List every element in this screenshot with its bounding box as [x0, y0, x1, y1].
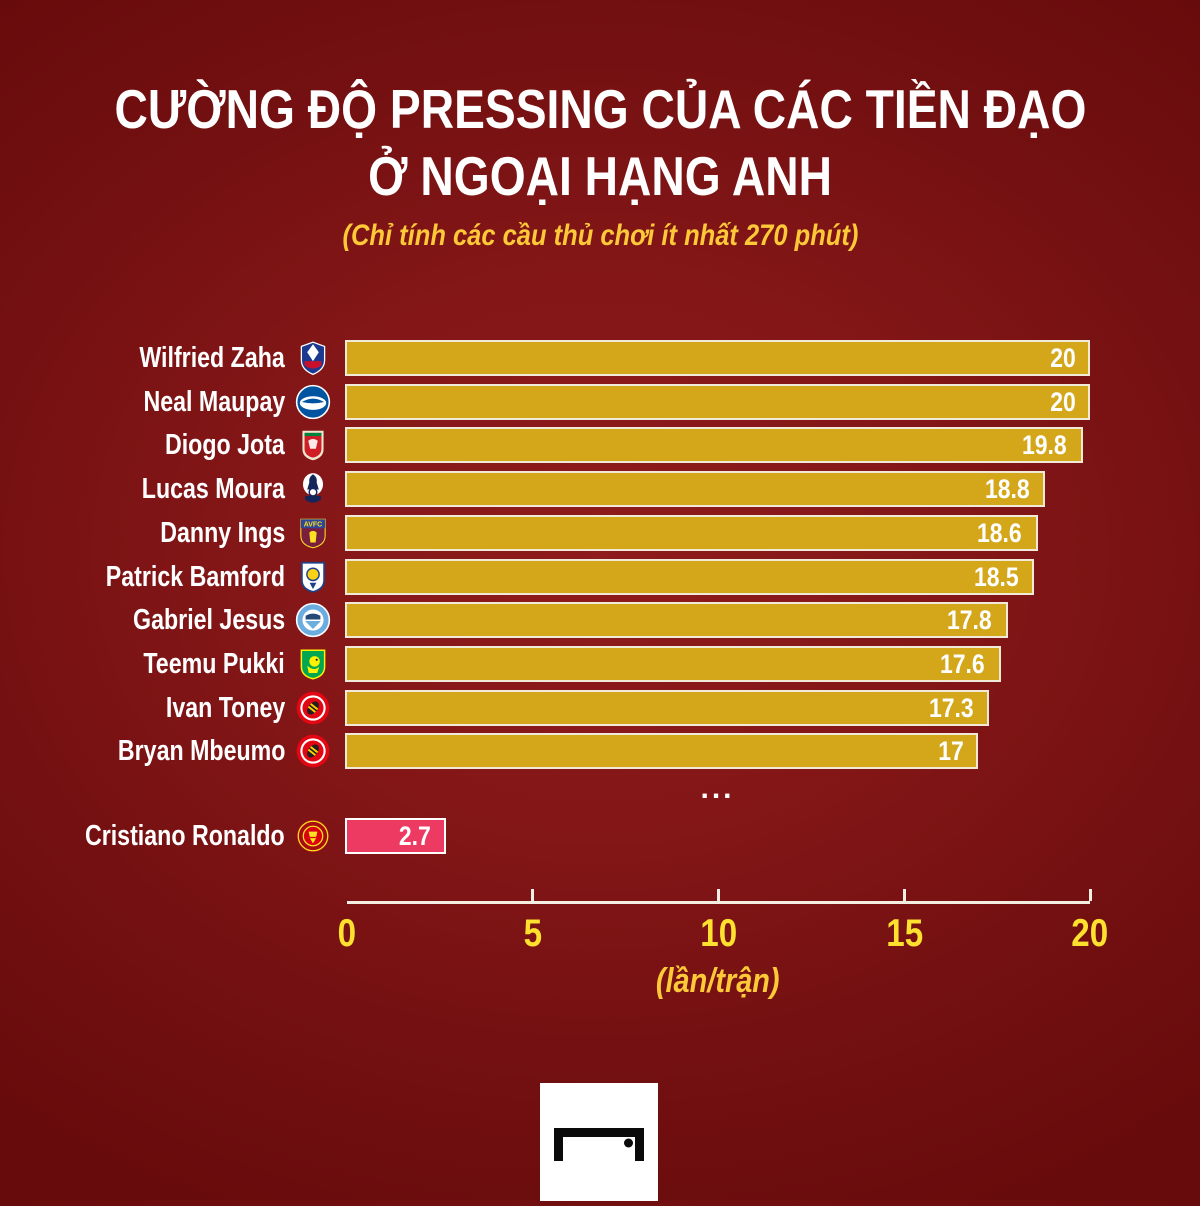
norwich-city-badge-icon — [294, 645, 332, 683]
bar-value: 18.8 — [984, 474, 1030, 505]
brentford-badge-icon — [294, 689, 332, 727]
pressing-bar: 18.6 — [345, 514, 1038, 551]
bar-value: 19.8 — [1021, 430, 1067, 461]
pressing-bar: 20 — [345, 383, 1090, 420]
player-row: Wilfried Zaha 20 — [0, 340, 1200, 378]
player-row: Cristiano Ronaldo 2.7 — [0, 818, 1200, 856]
player-name: Ivan Toney — [165, 691, 285, 724]
bar-value: 20 — [1050, 343, 1076, 373]
x-axis-tick-label: 20 — [1071, 912, 1109, 955]
player-row: Patrick Bamford 18.5 — [0, 558, 1200, 597]
pressing-bar: 20 — [345, 340, 1090, 376]
bar-value: 17.6 — [939, 648, 985, 679]
brentford-badge-icon — [294, 732, 332, 770]
player-name: Neal Maupay — [143, 385, 285, 418]
aston-villa-badge-icon: AVFC — [294, 514, 332, 552]
goal-logo-icon — [540, 1083, 658, 1201]
page-title: CƯỜNG ĐỘ PRESSING CỦA CÁC TIỀN ĐẠO Ở NGO… — [0, 76, 1200, 210]
player-row: Bryan Mbeumo 17 — [0, 733, 1200, 771]
x-axis-label: (lần/trận) — [655, 962, 780, 1000]
bar-value: 18.6 — [977, 517, 1022, 548]
brighton-badge-icon — [294, 383, 332, 421]
bar-value: 18.5 — [973, 561, 1019, 592]
pressing-bar: 18.8 — [345, 471, 1046, 508]
player-row: Gabriel Jesus 17.8 — [0, 602, 1200, 640]
player-name: Teemu Pukki — [143, 647, 285, 680]
title-line-1: CƯỜNG ĐỘ PRESSING CỦA CÁC TIỀN ĐẠO — [114, 78, 1086, 140]
x-axis-tick-label: 5 — [523, 912, 543, 955]
x-axis-tick — [531, 889, 535, 901]
pressing-bar: 17.8 — [345, 602, 1008, 639]
manchester-united-badge-icon — [294, 817, 332, 855]
svg-text:AVFC: AVFC — [304, 521, 322, 528]
x-axis-tick-label: 0 — [337, 912, 357, 955]
player-row: Diogo Jota 19.8 — [0, 427, 1200, 465]
player-row: Lucas Moura 18.8 — [0, 471, 1200, 509]
highlight-bar: 2.7 — [345, 818, 446, 854]
bar-value: 17.3 — [928, 692, 974, 723]
x-axis-tick-label: 15 — [885, 912, 923, 955]
player-name: Gabriel Jesus — [132, 604, 285, 637]
player-name: Cristiano Ronaldo — [85, 820, 285, 852]
player-row: Danny Ings AVFC 18.6 — [0, 514, 1200, 553]
player-name: Wilfried Zaha — [139, 342, 285, 374]
player-name: Diogo Jota — [165, 429, 285, 462]
manchester-city-badge-icon — [294, 601, 332, 639]
player-name: Patrick Bamford — [105, 560, 285, 593]
player-name: Danny Ings — [159, 516, 285, 549]
player-row: Neal Maupay 20 — [0, 383, 1200, 422]
leeds-united-badge-icon — [294, 558, 332, 596]
bar-value: 17 — [938, 736, 965, 767]
x-axis-tick — [902, 889, 906, 901]
x-axis-tick — [1088, 889, 1092, 901]
pressing-bar: 18.5 — [345, 558, 1035, 595]
crystal-palace-badge-icon — [294, 339, 332, 377]
x-axis-tick-label: 10 — [700, 912, 737, 955]
tottenham-badge-icon — [294, 470, 332, 508]
pressing-bar: 19.8 — [345, 427, 1083, 464]
liverpool-badge-icon — [294, 426, 332, 464]
pressing-bar: 17 — [345, 733, 979, 770]
player-name: Bryan Mbeumo — [117, 735, 285, 768]
ellipsis-separator: ... — [700, 772, 735, 805]
x-axis-line — [347, 901, 1090, 904]
pressing-bar: 17.3 — [345, 689, 990, 726]
page-subtitle: (Chỉ tính các cầu thủ chơi ít nhất 270 p… — [342, 219, 858, 252]
bar-value: 2.7 — [398, 821, 431, 851]
player-name: Lucas Moura — [141, 473, 285, 506]
x-axis-tick — [717, 889, 720, 901]
title-line-2: Ở NGOẠI HẠNG ANH — [368, 145, 832, 207]
player-row: Ivan Toney 17.3 — [0, 689, 1200, 728]
bar-value: 17.8 — [947, 605, 993, 636]
bar-value: 20 — [1050, 386, 1076, 417]
player-row: Teemu Pukki 17.6 — [0, 645, 1200, 684]
pressing-bar: 17.6 — [345, 645, 1001, 682]
